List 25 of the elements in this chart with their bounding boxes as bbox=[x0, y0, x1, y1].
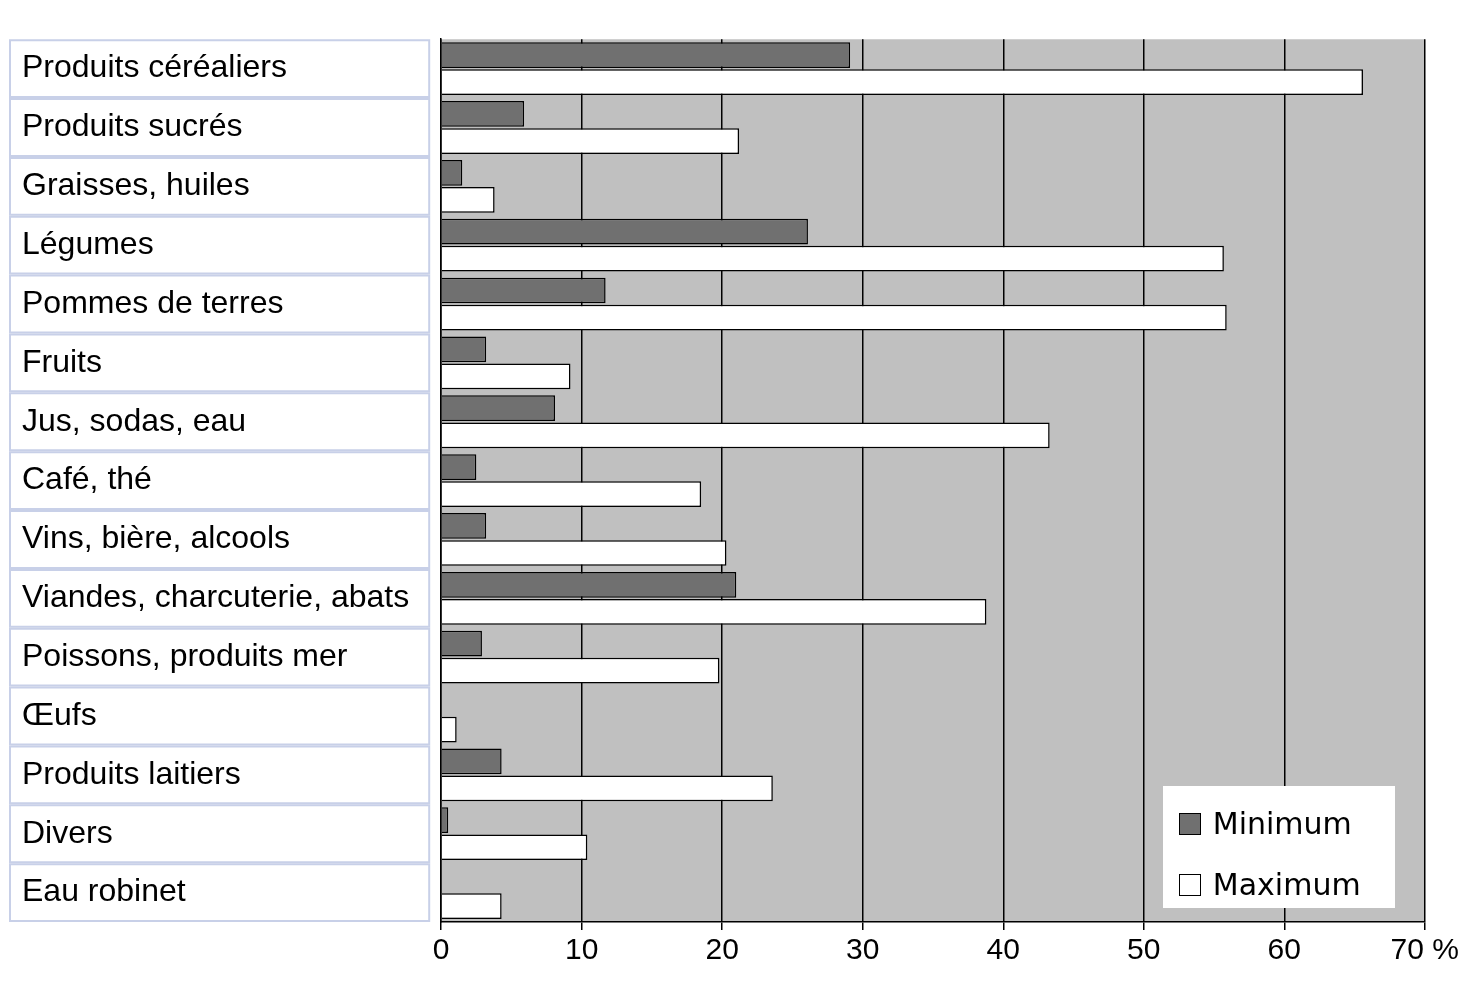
x-tick-label: 70 % bbox=[1390, 932, 1460, 966]
x-tick-label: 60 bbox=[1267, 932, 1301, 966]
y-tick-label: Fruits bbox=[22, 342, 102, 379]
y-tick-label: Eau robinet bbox=[22, 872, 186, 909]
y-tick-label: Divers bbox=[22, 813, 113, 850]
y-tick-label: Pommes de terres bbox=[22, 283, 284, 320]
y-tick-label: Légumes bbox=[22, 225, 154, 262]
x-tick-label: 10 bbox=[565, 932, 599, 966]
y-tick-label: Poissons, produits mer bbox=[22, 636, 348, 673]
x-tick-label: 20 bbox=[705, 932, 739, 966]
x-tick-label: 40 bbox=[986, 932, 1020, 966]
x-tick-label: 30 bbox=[846, 932, 880, 966]
y-tick-label: Viandes, charcuterie, abats bbox=[22, 578, 410, 615]
x-tick-label: 50 bbox=[1127, 932, 1161, 966]
legend-label: Minimum bbox=[1212, 806, 1352, 841]
y-tick-label: Vins, bière, alcools bbox=[22, 519, 290, 556]
legend-label: Maximum bbox=[1212, 867, 1361, 902]
y-tick-label: Œufs bbox=[22, 695, 97, 732]
y-tick-label: Café, thé bbox=[22, 460, 152, 497]
y-tick-label: Produits céréaliers bbox=[22, 48, 287, 85]
y-tick-label: Jus, sodas, eau bbox=[22, 401, 247, 438]
x-tick-label: 0 bbox=[432, 932, 450, 966]
y-tick-label: Produits sucrés bbox=[22, 107, 243, 144]
y-tick-label: Produits laitiers bbox=[22, 754, 241, 791]
y-tick-label: Graisses, huiles bbox=[22, 166, 250, 203]
